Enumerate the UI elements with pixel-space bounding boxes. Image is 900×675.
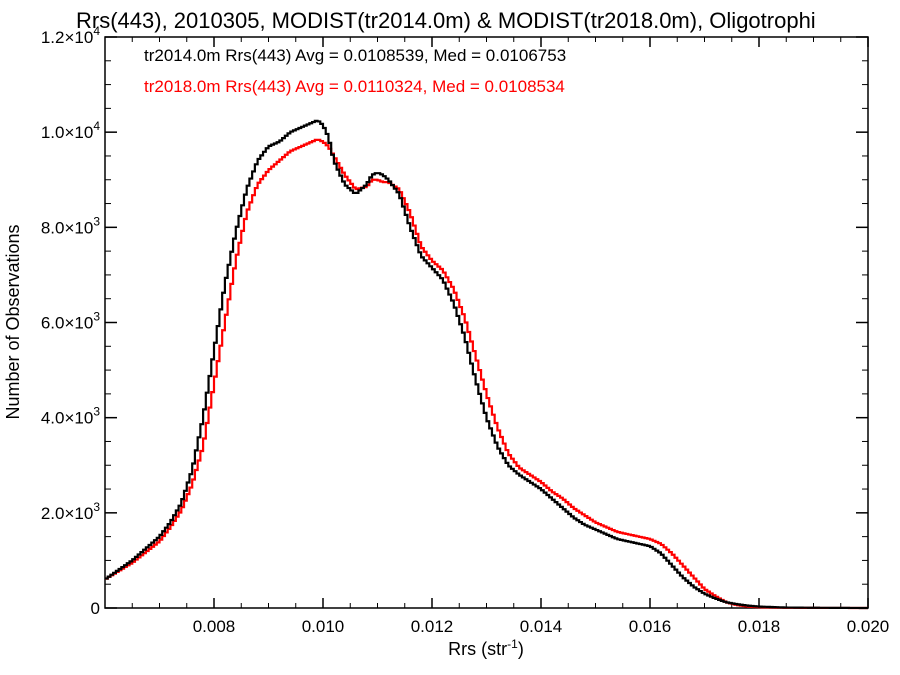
series-line-tr2014.0m <box>105 119 868 610</box>
x-tick-label: 0.008 <box>193 617 236 636</box>
x-tick-label: 0.020 <box>847 617 890 636</box>
chart-title: Rrs(443), 2010305, MODIST(tr2014.0m) & M… <box>76 8 816 33</box>
y-tick-label: 6.0×103 <box>41 310 100 333</box>
x-axis-title-text: Rrs (str <box>448 639 507 659</box>
legend-entry-tr2014: tr2014.0m Rrs(443) Avg = 0.0108539, Med … <box>144 46 566 65</box>
x-tick-label: 0.010 <box>302 617 345 636</box>
x-axis-title: Rrs (str-1) <box>448 637 524 659</box>
series-line-tr2018.0m <box>105 138 868 610</box>
x-axis-title-sup: -1 <box>507 637 518 651</box>
x-axis-title-close: ) <box>518 639 524 659</box>
series-layer <box>105 119 868 610</box>
y-tick-label: 0 <box>91 599 100 618</box>
y-tick-label: 1.2×104 <box>41 24 100 47</box>
x-axis: 0.008 0.010 0.012 0.014 0.016 0.018 0.020 <box>131 37 890 636</box>
y-tick-label: 1.0×104 <box>41 119 100 142</box>
x-tick-label: 0.018 <box>738 617 781 636</box>
y-tick-label: 4.0×103 <box>41 405 100 428</box>
y-tick-label: 2.0×103 <box>41 500 100 523</box>
y-axis: 0 2.0×103 4.0×103 6.0×103 8.0×103 1.0×104 1.2×… <box>41 24 868 618</box>
x-tick-label: 0.014 <box>520 617 563 636</box>
y-axis-title: Number of Observations <box>3 224 23 419</box>
legend-entry-tr2018: tr2018.0m Rrs(443) Avg = 0.0110324, Med … <box>144 77 565 96</box>
x-tick-label: 0.016 <box>629 617 672 636</box>
y-tick-label: 8.0×103 <box>41 214 100 237</box>
x-tick-label: 0.012 <box>411 617 454 636</box>
